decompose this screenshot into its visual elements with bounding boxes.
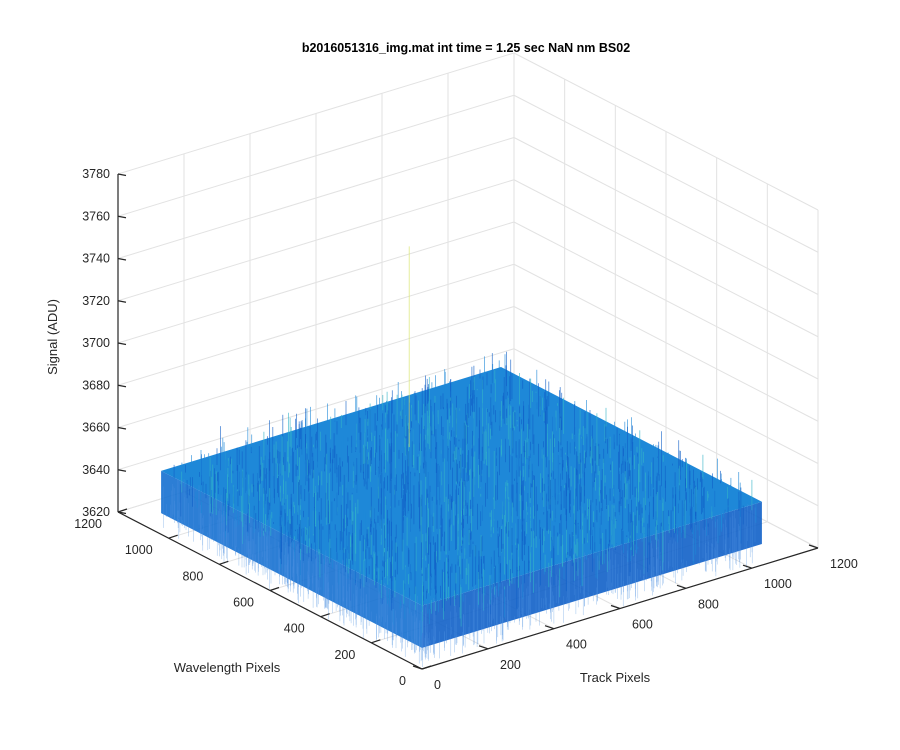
back-wall-grid-line	[117, 52, 515, 175]
x-tick	[478, 645, 489, 650]
z-tick	[117, 384, 127, 388]
z-tick	[117, 173, 127, 177]
side-wall-grid-line	[513, 221, 819, 380]
back-wall-grid-line	[117, 306, 515, 428]
y-tick	[117, 508, 128, 513]
label-layer: b2016051316_img.mat int time = 1.25 sec …	[45, 41, 858, 692]
z-tick-label: 3740	[82, 252, 110, 266]
back-wall-grid-line	[117, 94, 515, 217]
y-tick-label: 600	[233, 596, 254, 610]
side-wall-grid-line	[513, 94, 819, 253]
back-wall-grid-line	[117, 137, 515, 259]
z-tick-label: 3720	[82, 294, 110, 308]
side-wall-grid-line	[513, 137, 819, 295]
x-tick	[742, 564, 753, 569]
y-axis-label: Wavelength Pixels	[174, 660, 281, 675]
x-tick	[544, 625, 555, 630]
y-tick-label: 1000	[125, 543, 153, 557]
z-tick	[117, 469, 127, 472]
z-tick-label: 3700	[82, 336, 110, 350]
side-wall-grid-line	[513, 179, 819, 338]
side-wall-grid-line	[513, 263, 819, 422]
y-tick-label: 400	[284, 622, 305, 636]
y-tick	[168, 534, 178, 539]
z-tick	[117, 215, 127, 219]
y-tick	[269, 586, 280, 592]
z-tick	[117, 426, 127, 430]
y-tick	[320, 613, 330, 618]
x-tick-label: 0	[434, 678, 441, 692]
z-tick	[117, 511, 127, 515]
x-tick	[610, 604, 621, 610]
z-tick-label: 3660	[82, 421, 110, 435]
back-wall-grid-line	[117, 179, 515, 302]
x-tick-label: 200	[500, 658, 521, 672]
x-axis-label: Track Pixels	[580, 670, 651, 685]
y-tick-label: 1200	[74, 517, 102, 531]
z-tick-label: 3620	[82, 505, 110, 519]
chart-title: b2016051316_img.mat int time = 1.25 sec …	[302, 41, 630, 55]
x-tick-label: 1000	[764, 577, 792, 591]
z-axis-label: Signal (ADU)	[45, 299, 60, 375]
y-tick	[421, 665, 432, 670]
z-tick-label: 3760	[82, 209, 110, 223]
back-wall-grid-line	[117, 348, 515, 471]
back-wall-grid-line	[117, 263, 515, 386]
side-wall-grid-line	[513, 306, 819, 464]
x-tick-label: 400	[566, 638, 587, 652]
side-wall-grid-line	[513, 52, 819, 211]
y-tick-label: 800	[182, 569, 203, 583]
y-tick-label: 200	[334, 648, 355, 662]
x-tick	[412, 665, 423, 670]
x-tick-label: 800	[698, 597, 719, 611]
x-tick	[676, 584, 687, 589]
y-tick-label: 0	[399, 674, 406, 688]
surface-layer	[161, 246, 762, 667]
z-tick	[117, 300, 127, 303]
z-tick	[117, 257, 127, 261]
z-tick	[117, 342, 127, 346]
z-tick-label: 3780	[82, 167, 110, 181]
back-wall-grid-line	[117, 221, 515, 344]
side-wall-grid-line	[513, 348, 819, 507]
x-tick-label: 1200	[830, 557, 858, 571]
y-tick	[371, 639, 381, 644]
axis-layer	[117, 173, 819, 670]
z-tick-label: 3680	[82, 378, 110, 392]
x-tick-label: 600	[632, 618, 653, 632]
y-tick	[219, 560, 229, 565]
z-tick-label: 3640	[82, 463, 110, 477]
x-tick	[808, 544, 819, 549]
